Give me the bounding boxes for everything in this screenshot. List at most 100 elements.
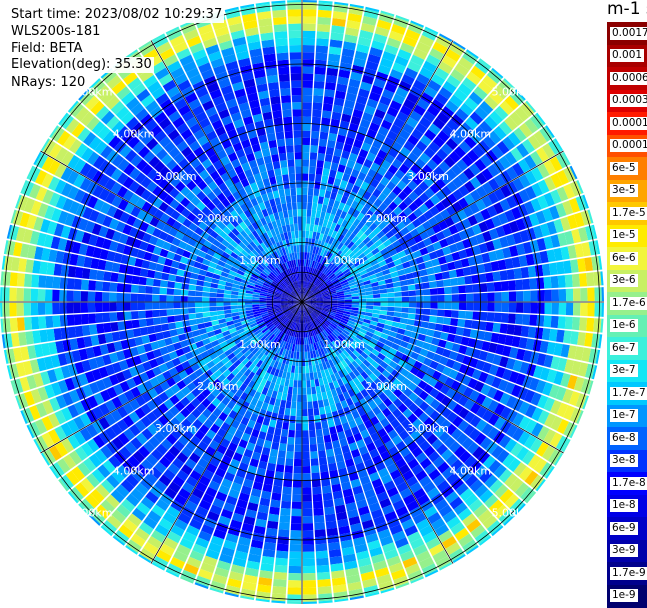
data-gate [319, 139, 327, 147]
data-gate [224, 290, 232, 294]
data-gate [265, 162, 273, 170]
data-gate [302, 173, 308, 180]
data-gate [190, 325, 198, 332]
data-gate [296, 416, 302, 423]
data-gate [287, 594, 301, 601]
data-gate [473, 303, 480, 311]
data-gate [267, 463, 276, 471]
data-gate [274, 572, 287, 580]
data-gate [373, 294, 380, 298]
data-gate [188, 284, 196, 290]
data-gate [323, 96, 333, 104]
data-gate [559, 303, 566, 315]
data-gate [325, 406, 332, 414]
data-gate [445, 295, 452, 302]
data-gate [162, 265, 170, 273]
data-gate [318, 3, 332, 11]
data-gate [437, 295, 444, 302]
data-gate [428, 274, 436, 281]
data-gate [306, 373, 310, 380]
data-gate [283, 415, 289, 423]
data-gate [315, 422, 322, 430]
data-gate [294, 466, 302, 473]
data-gate [315, 217, 320, 225]
data-gate [303, 537, 314, 544]
data-gate [287, 394, 292, 402]
data-gate [319, 457, 327, 465]
data-gate [273, 190, 280, 198]
data-gate [414, 277, 422, 284]
data-gate [399, 275, 407, 281]
data-gate [451, 286, 459, 294]
data-gate [395, 302, 402, 307]
data-gate [252, 297, 259, 300]
data-gate [415, 283, 423, 289]
data-gate [328, 133, 337, 141]
data-gate [288, 387, 293, 395]
data-gate [402, 302, 409, 307]
data-gate [315, 529, 326, 537]
data-gate [291, 523, 302, 530]
data-gate [210, 283, 218, 288]
data-gate [602, 287, 604, 301]
data-gate [133, 267, 141, 276]
data-gate [303, 587, 317, 594]
data-gate [328, 419, 335, 427]
data-gate [537, 303, 544, 314]
data-gate [303, 480, 312, 487]
data-gate [161, 324, 169, 332]
data-gate [466, 294, 473, 302]
data-gate [302, 388, 306, 395]
data-gate [536, 277, 544, 289]
data-gate [196, 313, 204, 319]
data-gate [315, 60, 327, 68]
data-gate [325, 190, 332, 198]
data-gate [173, 302, 180, 308]
data-gate [323, 492, 333, 500]
data-gate [52, 277, 60, 289]
data-gate [314, 408, 320, 416]
data-gate [456, 327, 464, 336]
data-gate [318, 586, 332, 594]
data-gate [31, 303, 38, 316]
data-gate [442, 325, 450, 333]
data-gate [352, 299, 359, 302]
data-gate [386, 283, 394, 288]
data-gate [331, 162, 339, 170]
data-gate [154, 325, 162, 333]
data-gate [359, 295, 366, 298]
data-gate [406, 325, 414, 332]
data-gate [216, 298, 223, 302]
data-gate [324, 435, 332, 443]
data-gate [458, 311, 466, 319]
data-gate [311, 387, 316, 395]
data-gate [131, 302, 138, 310]
data-gate [423, 302, 430, 308]
data-gate [288, 587, 302, 594]
data-gate [437, 287, 445, 294]
data-gate [365, 309, 372, 313]
data-gate [280, 515, 291, 523]
data-gate [302, 430, 308, 437]
data-gate [313, 508, 323, 516]
data-gate [306, 380, 310, 387]
data-gate [302, 166, 308, 173]
data-gate [138, 294, 145, 302]
data-gate [302, 245, 305, 252]
data-gate [298, 366, 301, 373]
data-gate [306, 231, 310, 238]
data-gate [38, 316, 46, 329]
data-gate [162, 331, 170, 339]
data-gate [110, 282, 118, 291]
data-gate [166, 295, 173, 301]
data-gate [579, 273, 587, 287]
data-gate [303, 602, 317, 604]
data-gate [307, 209, 312, 216]
data-gate [406, 273, 414, 280]
data-gate [386, 316, 394, 321]
data-gate [302, 366, 305, 373]
data-gate [317, 443, 325, 451]
data-gate [502, 303, 509, 313]
data-gate [451, 310, 459, 318]
data-gate [345, 304, 352, 307]
